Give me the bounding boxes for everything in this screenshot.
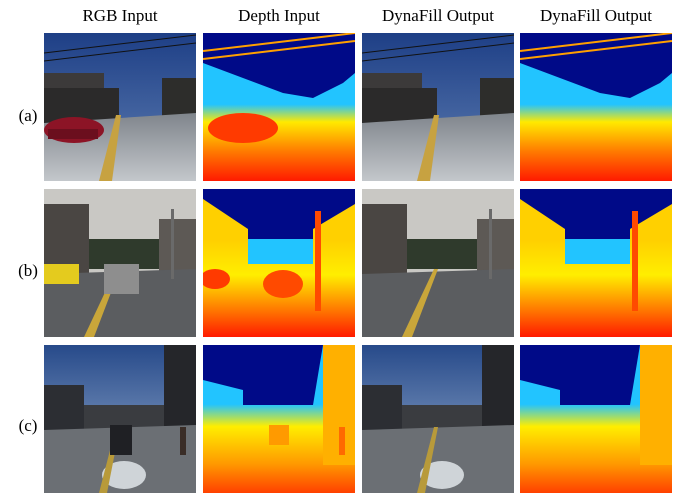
depth-input-image-a [203, 33, 355, 181]
row-label-c: (c) [18, 416, 38, 435]
dynafill-depth-output-image-c [520, 345, 672, 493]
column-header-rgb-input: RGB Input [82, 6, 158, 25]
dynafill-rgb-output-image-b [362, 189, 514, 337]
rgb-input-image-b [44, 189, 196, 337]
column-header-dynafill-rgb-output: DynaFill Output [382, 6, 494, 25]
depth-input-image-b [203, 189, 355, 337]
dynafill-rgb-output-image-c [362, 345, 514, 493]
row-label-b: (b) [18, 261, 38, 280]
rgb-input-image-c [44, 345, 196, 493]
dynafill-depth-output-image-b [520, 189, 672, 337]
dynafill-rgb-output-image-a [362, 33, 514, 181]
column-header-depth-input: Depth Input [238, 6, 320, 25]
row-label-a: (a) [18, 106, 38, 125]
rgb-input-image-a [44, 33, 196, 181]
column-header-dynafill-depth-output: DynaFill Output [540, 6, 652, 25]
depth-input-image-c [203, 345, 355, 493]
dynafill-depth-output-image-a [520, 33, 672, 181]
